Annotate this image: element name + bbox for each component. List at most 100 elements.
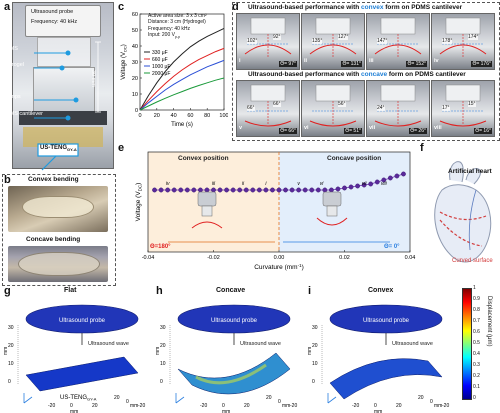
scatter-point: [231, 188, 235, 192]
chart-c-info-line: Input: 200 Vp-p: [148, 32, 207, 40]
probe-shape: [381, 85, 415, 101]
panel-d-concave-title: Ultrasound-based performance with concav…: [248, 71, 466, 78]
x-tick-label: 0.00: [274, 255, 285, 261]
inset-probe-right: [323, 192, 341, 206]
scatter-point: [355, 184, 359, 188]
panel-d-theta: Θ= 152°: [406, 61, 427, 67]
scatter-point: [401, 172, 405, 176]
chart-c-info-line: Distance: 3 cm (Hydrogel): [148, 19, 207, 25]
y-tick-label: -20: [200, 403, 207, 409]
y-axis-label: mm: [70, 409, 78, 413]
probe-label: Ultrasound probe: [59, 318, 106, 324]
panel-d-angle-right: 92°: [273, 34, 281, 40]
x-tick-label: 80: [204, 113, 210, 119]
panel-i-3d: Ultrasound probe Ultrasound wave 0 10 20 30 mm…: [308, 295, 458, 413]
panel-d-photo-cell: ii 135° 127° Θ= 131°: [301, 13, 365, 70]
panel-d-photo-cell: v 66° 66° Θ= 66°: [236, 80, 300, 137]
scatter-point: [244, 188, 248, 192]
colorbar-tick-label: 0.6: [473, 329, 480, 335]
x-tick-label: -0.02: [207, 255, 220, 261]
y-axis-label: mm: [374, 409, 382, 413]
x-axis-label: mm: [130, 403, 138, 409]
scatter-point: [349, 185, 353, 189]
scatter-point: [388, 176, 392, 180]
colorbar-tick-label: 0.7: [473, 318, 480, 324]
probe-shape: [446, 85, 480, 101]
scatter-point: [316, 188, 320, 192]
panel-d-angle-right: 66°: [273, 101, 281, 107]
y-tick-label: 20: [244, 403, 250, 409]
scatter-point: [238, 188, 242, 192]
legend-entry: 660 μF: [152, 57, 168, 63]
legend-entry: 330 μF: [152, 50, 168, 56]
scatter-point: [224, 188, 228, 192]
panel-b-convex-photo: [8, 186, 108, 232]
label-30mm: 30 mm: [90, 70, 96, 87]
panel-d-angle-left: 17°: [442, 105, 450, 111]
x-axis-label-close: ): [302, 264, 304, 271]
colorbar-tick-label: 0.4: [473, 351, 480, 357]
inset-clamp-left: [202, 206, 212, 216]
y-tick-label: 20: [396, 403, 402, 409]
label-cantilever: PDMS cantilever: [2, 111, 43, 117]
z-tick-label: 30: [160, 325, 166, 331]
y-tick-label: -20: [352, 403, 359, 409]
x-tick-label: 20: [114, 395, 120, 401]
y-tick-label: 20: [92, 403, 98, 409]
panel-d-angle-left: 178°: [442, 38, 452, 44]
legend-entry: 1000 μF: [152, 64, 170, 70]
x-tick-label: 0: [126, 399, 129, 405]
panel-d-roman: iv: [434, 58, 439, 64]
convex-position-label: Convex position: [178, 155, 229, 162]
panel-title-i: Convex: [368, 287, 393, 294]
z-axis-label: mm: [156, 347, 161, 355]
label-clamps: Clamps: [2, 94, 21, 100]
series-line: [140, 78, 224, 110]
panel-d-angle-right: 15°: [468, 101, 476, 107]
simulated-surface: [26, 357, 138, 391]
colorbar-tick-label: 0.8: [473, 307, 480, 313]
scatter-point: [152, 188, 156, 192]
label-convex-bending: Convex bending: [28, 176, 79, 183]
colorbar-tick-label: 0.3: [473, 362, 480, 368]
scatter-point: [179, 188, 183, 192]
z-tick-label: 0: [312, 379, 315, 385]
y-tick-label: 50: [132, 28, 138, 34]
scatter-point: [159, 188, 163, 192]
panel-d-photo-cell: vi 56° Θ= 51°: [301, 80, 365, 137]
panel-d-theta: Θ= 176°: [471, 61, 492, 67]
scatter-point: [323, 188, 327, 192]
scatter-point: [264, 188, 268, 192]
colorbar-tick-label: 0.1: [473, 384, 480, 390]
panel-d-angle-right: 174°: [468, 34, 478, 40]
simulated-surface: [178, 353, 290, 394]
z-tick-label: 10: [160, 361, 166, 367]
wave-label: Ultrasound wave: [240, 341, 281, 347]
panel-d-roman: v: [239, 125, 242, 131]
x-tick-label: -20: [138, 403, 145, 409]
label-artificial-heart: Artificial heart: [448, 168, 492, 175]
panel-h-3d: Ultrasound probe Ultrasound wave 0 10 20 30 mm…: [156, 295, 306, 413]
x-tick-label: 0.02: [339, 255, 350, 261]
concave-position-label: Concave position: [327, 155, 381, 162]
panel-d-angle-left: 66°: [247, 105, 255, 111]
concave-region: [279, 152, 410, 252]
scatter-point: [185, 188, 189, 192]
y-tick-label: -20: [48, 403, 55, 409]
z-tick-label: 30: [312, 325, 318, 331]
scatter-point: [310, 188, 314, 192]
y-axis-label: Voltage (VDC): [135, 183, 143, 222]
simulated-surface: [330, 359, 442, 399]
x-tick-label: 100: [219, 113, 228, 119]
x-axis-label: Curvature (mm-1): [254, 263, 304, 271]
y-axis-label: mm: [222, 409, 230, 413]
z-axis-label: mm: [308, 347, 313, 355]
scatter-point: [270, 188, 274, 192]
scatter-point: [369, 182, 373, 186]
scatter-point: [375, 180, 379, 184]
z-axis-label: mm: [4, 347, 9, 355]
panel-d-angle-left: 102°: [247, 38, 257, 44]
y-tick-label: 10: [132, 92, 138, 98]
x-tick-label: 20: [154, 113, 160, 119]
